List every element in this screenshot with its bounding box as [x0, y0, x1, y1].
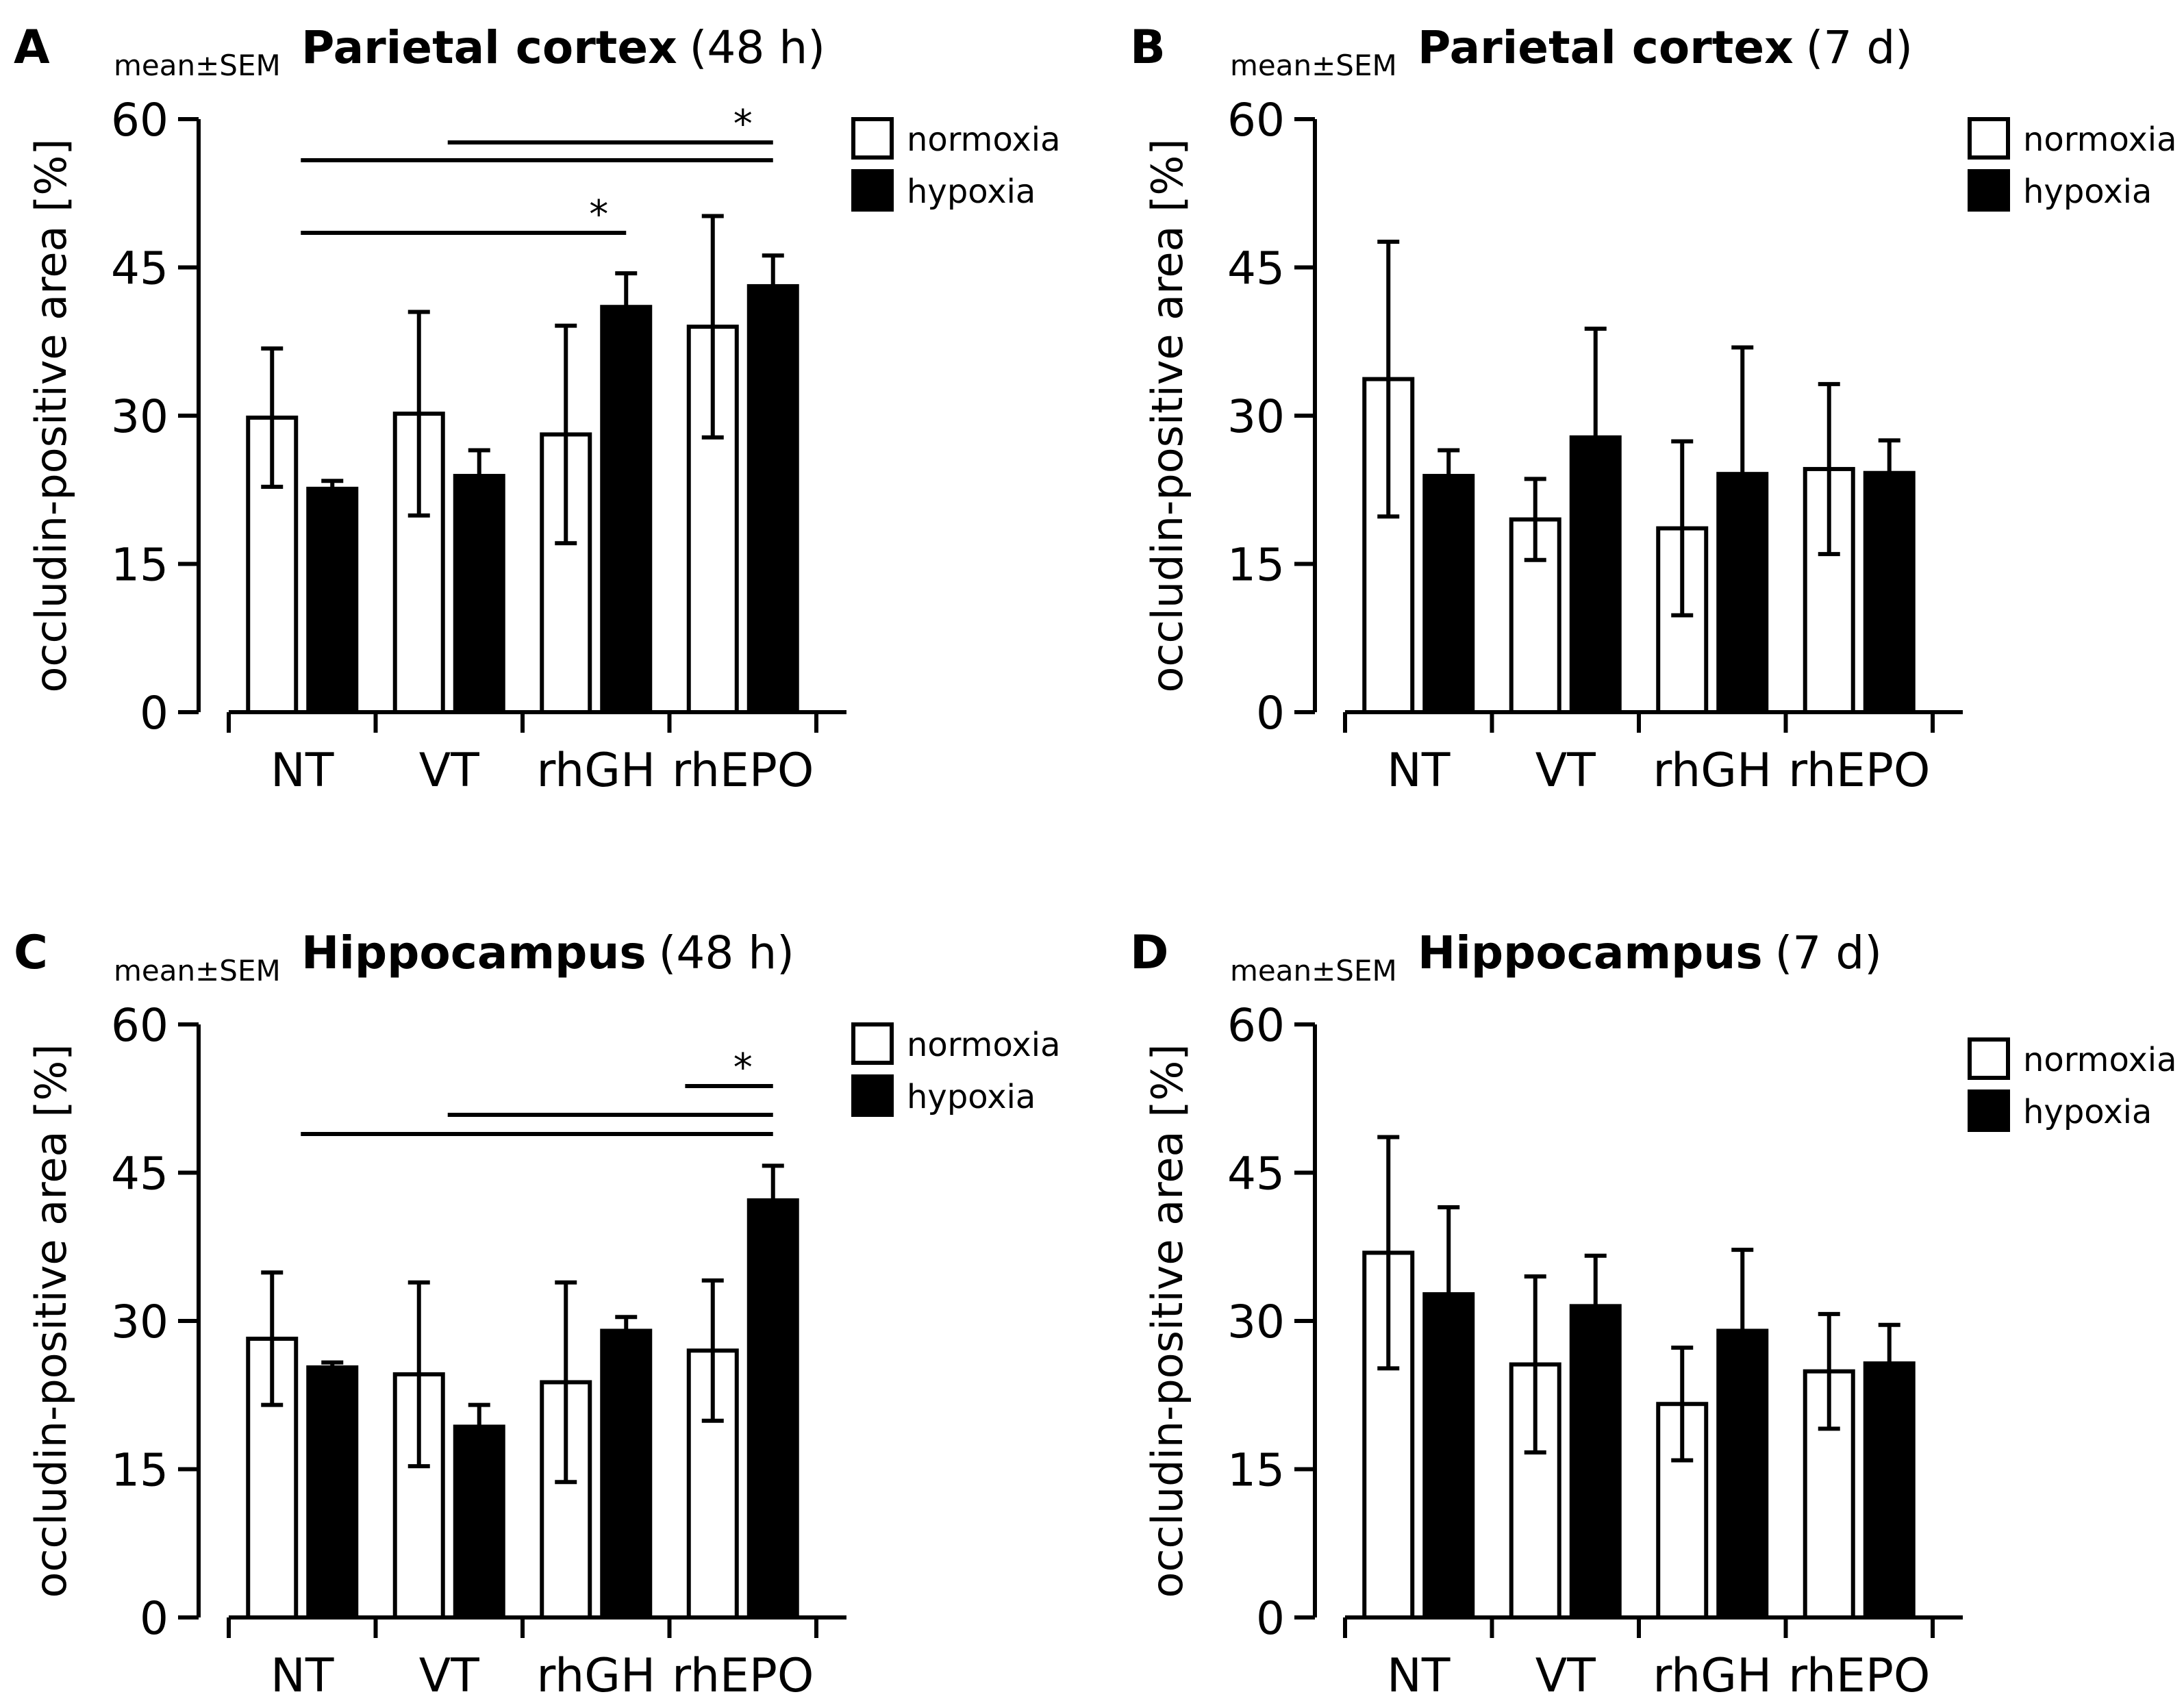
y-tick-label: 0 — [140, 687, 168, 740]
bar-normoxia-vt — [392, 1372, 445, 1620]
x-tick-label: rhGH — [1653, 1649, 1772, 1701]
legend-swatch-normoxia — [1968, 1037, 2010, 1080]
bar-normoxia-rhepo — [686, 325, 739, 715]
y-tick-label: 15 — [1227, 539, 1285, 592]
bar-hypoxia-vt — [1569, 1304, 1622, 1620]
y-tick-label: 15 — [1227, 1444, 1285, 1497]
legend-label-hypoxia: hypoxia — [907, 1078, 1035, 1116]
bar-hypoxia-vt — [453, 1424, 505, 1620]
legend-swatch-hypoxia — [851, 169, 894, 212]
panel-title-suffix: (48 h) — [690, 21, 825, 74]
x-tick-label: NT — [1387, 744, 1451, 798]
panel-title: Hippocampus — [1418, 927, 1763, 979]
bar-normoxia-nt — [246, 1336, 299, 1620]
panel-letter: A — [14, 21, 50, 75]
y-tick-label: 60 — [111, 999, 168, 1052]
x-tick-label: VT — [1535, 1649, 1596, 1701]
y-tick-label: 60 — [111, 94, 168, 147]
y-tick-label: 0 — [140, 1592, 168, 1645]
x-tick-label: rhGH — [536, 1649, 655, 1701]
y-tick-label: 0 — [1256, 1592, 1285, 1645]
bar-hypoxia-nt — [306, 1365, 359, 1620]
legend-label-hypoxia: hypoxia — [907, 173, 1035, 211]
panel-letter: C — [14, 926, 48, 980]
bar-hypoxia-rhgh — [1716, 472, 1769, 714]
bar-hypoxia-rhepo — [746, 1198, 799, 1620]
bar-hypoxia-rhgh — [1716, 1328, 1769, 1620]
x-tick-label: rhEPO — [1788, 1649, 1930, 1701]
y-tick-label: 60 — [1227, 999, 1285, 1052]
legend-label-normoxia: normoxia — [2023, 1041, 2176, 1079]
legend-label-normoxia: normoxia — [2023, 121, 2176, 159]
y-tick-label: 45 — [1227, 242, 1285, 295]
y-axis-label: occludin-positive area [%] — [1142, 138, 1192, 692]
bar-hypoxia-nt — [1422, 1292, 1475, 1620]
legend-swatch-normoxia — [1968, 117, 2010, 160]
panel-letter: B — [1130, 21, 1166, 75]
panel-title-suffix: (7 d) — [1775, 927, 1882, 979]
x-tick-label: rhEPO — [672, 1649, 814, 1701]
x-tick-label: VT — [419, 1649, 480, 1701]
x-tick-label: rhGH — [1653, 744, 1772, 798]
panel-title: Hippocampus — [301, 927, 647, 979]
y-tick-label: 30 — [111, 1296, 168, 1348]
legend-swatch-hypoxia — [1968, 1089, 2010, 1132]
legend-swatch-normoxia — [851, 1022, 894, 1065]
mean-sem-label: mean±SEM — [1230, 49, 1397, 82]
legend-label-hypoxia: hypoxia — [2023, 173, 2152, 211]
bar-hypoxia-rhepo — [1863, 1361, 1916, 1620]
y-tick-label: 45 — [1227, 1148, 1285, 1200]
mean-sem-label: mean±SEM — [1230, 954, 1397, 987]
y-tick-label: 45 — [111, 1148, 168, 1200]
bar-hypoxia-rhgh — [600, 305, 653, 714]
panel-title: Parietal cortex — [301, 21, 677, 74]
bar-hypoxia-vt — [453, 474, 505, 714]
legend-swatch-normoxia — [851, 117, 894, 160]
x-tick-label: VT — [419, 744, 480, 798]
y-tick-label: 30 — [111, 390, 168, 443]
y-axis-label: occludin-positive area [%] — [1142, 1044, 1192, 1598]
y-tick-label: 0 — [1256, 687, 1285, 740]
legend-label-normoxia: normoxia — [907, 121, 1060, 159]
significance-star: * — [589, 192, 608, 237]
y-axis-label: occludin-positive area [%] — [26, 1044, 76, 1598]
panel-title: Parietal cortex — [1418, 21, 1794, 74]
y-tick-label: 30 — [1227, 390, 1285, 443]
y-tick-label: 15 — [111, 539, 168, 592]
panel-letter: D — [1130, 926, 1168, 980]
bar-hypoxia-nt — [1422, 474, 1475, 714]
legend-swatch-hypoxia — [1968, 169, 2010, 212]
bar-hypoxia-rhepo — [1863, 470, 1916, 714]
legend-label-normoxia: normoxia — [907, 1026, 1060, 1064]
x-tick-label: VT — [1535, 744, 1596, 798]
bar-hypoxia-nt — [306, 486, 359, 714]
panel-title-suffix: (48 h) — [659, 927, 794, 979]
bar-hypoxia-rhepo — [746, 284, 799, 714]
x-tick-label: rhEPO — [1788, 744, 1930, 798]
y-tick-label: 15 — [111, 1444, 168, 1497]
y-tick-label: 60 — [1227, 94, 1285, 147]
y-axis-label: occludin-positive area [%] — [26, 138, 76, 692]
y-tick-label: 30 — [1227, 1296, 1285, 1348]
mean-sem-label: mean±SEM — [114, 49, 281, 82]
x-tick-label: NT — [271, 744, 334, 798]
x-tick-label: NT — [1387, 1649, 1451, 1701]
x-tick-label: rhEPO — [672, 744, 814, 798]
legend-swatch-hypoxia — [851, 1074, 894, 1117]
mean-sem-label: mean±SEM — [114, 954, 281, 987]
significance-star: * — [733, 102, 753, 147]
bar-hypoxia-vt — [1569, 435, 1622, 715]
panel-title-suffix: (7 d) — [1806, 21, 1913, 74]
bar-hypoxia-rhgh — [600, 1328, 653, 1620]
significance-star: * — [733, 1046, 753, 1090]
x-tick-label: NT — [271, 1649, 334, 1701]
x-tick-label: rhGH — [536, 744, 655, 798]
y-tick-label: 45 — [111, 242, 168, 295]
legend-label-hypoxia: hypoxia — [2023, 1093, 2152, 1131]
